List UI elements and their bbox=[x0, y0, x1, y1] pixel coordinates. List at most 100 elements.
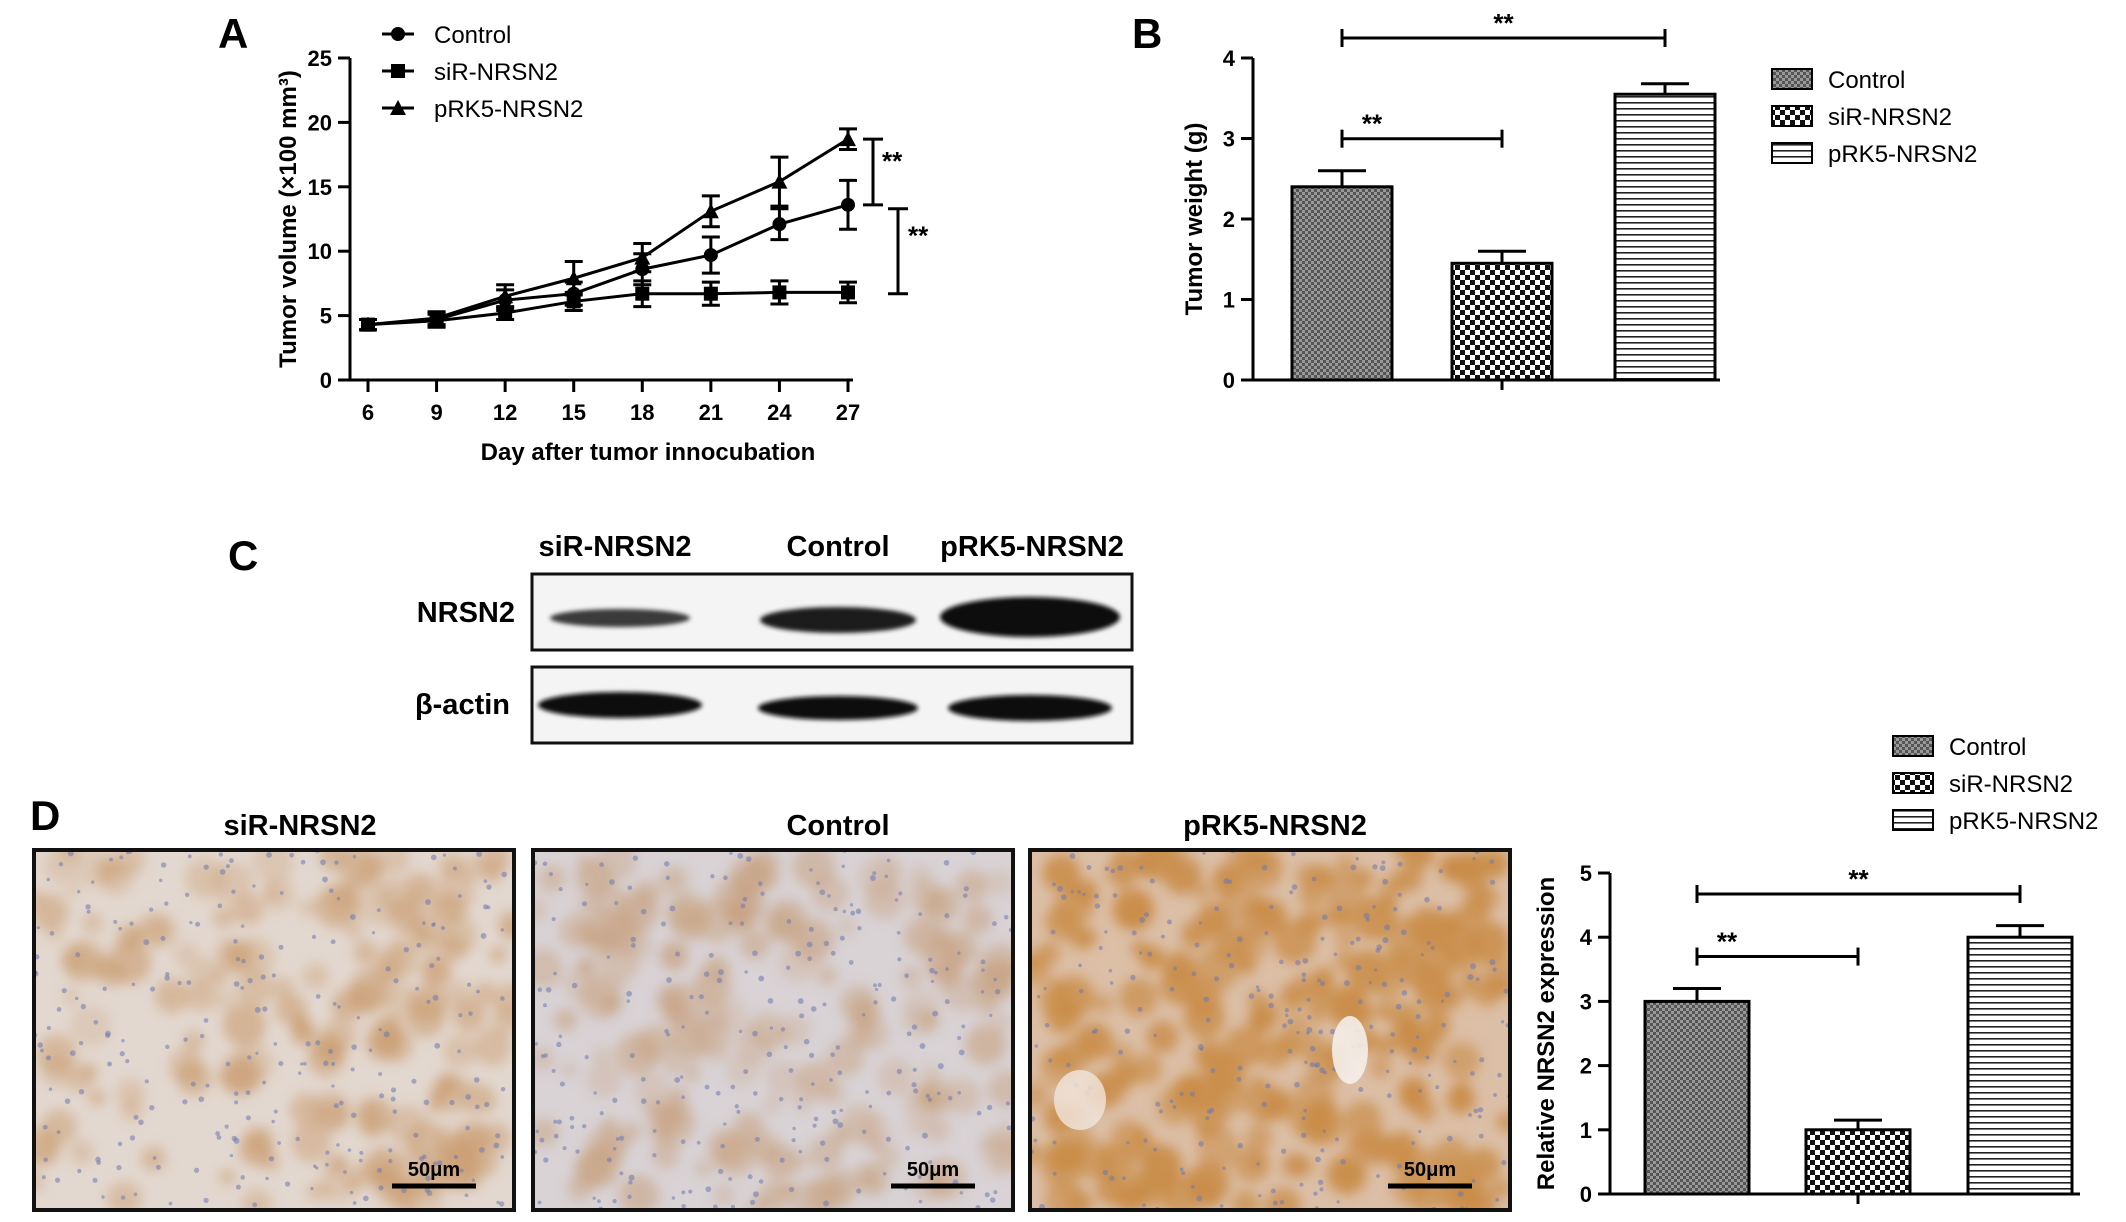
ihc-nucleus bbox=[203, 1197, 209, 1203]
ihc-nucleus bbox=[1295, 959, 1301, 966]
ihc-nucleus bbox=[164, 901, 169, 906]
ihc-nucleus bbox=[1397, 892, 1402, 897]
ihc-stain bbox=[43, 850, 78, 883]
y-tick-label: 3 bbox=[1580, 989, 1592, 1014]
ihc-stain bbox=[46, 925, 63, 942]
ihc-nucleus bbox=[1430, 946, 1435, 951]
ihc-nucleus bbox=[465, 1094, 472, 1100]
ihc-stain bbox=[216, 1064, 241, 1089]
ihc-nucleus bbox=[537, 1200, 542, 1205]
ihc-nucleus bbox=[912, 1067, 917, 1072]
ihc-nucleus bbox=[334, 860, 339, 865]
ihc-nucleus bbox=[385, 966, 391, 972]
ihc-nucleus bbox=[183, 1037, 188, 1042]
ihc-nucleus bbox=[1300, 1132, 1307, 1139]
ihc-nucleus bbox=[333, 1103, 339, 1109]
ihc-nucleus bbox=[873, 983, 877, 988]
ihc-nucleus bbox=[1034, 1044, 1038, 1048]
ihc-stain bbox=[1394, 863, 1423, 892]
ihc-stain bbox=[34, 1128, 60, 1166]
ihc-nucleus bbox=[543, 1053, 548, 1058]
ihc-nucleus bbox=[936, 1091, 941, 1096]
ihc-nucleus bbox=[671, 1196, 676, 1200]
ihc-nucleus bbox=[468, 1011, 473, 1016]
ihc-nucleus bbox=[80, 1003, 87, 1010]
ihc-nucleus bbox=[1139, 865, 1144, 870]
ihc-stain bbox=[1059, 1139, 1089, 1170]
ihc-nucleus bbox=[1368, 980, 1372, 985]
ihc-stain bbox=[876, 856, 903, 882]
ihc-nucleus bbox=[119, 1051, 125, 1057]
blot-row-label: β-actin bbox=[415, 689, 510, 721]
ihc-nucleus bbox=[1477, 1107, 1484, 1113]
ihc-nucleus bbox=[69, 1050, 76, 1056]
ihc-stain bbox=[1036, 941, 1060, 965]
ihc-nucleus bbox=[273, 1042, 278, 1046]
ihc-nucleus bbox=[832, 1118, 839, 1125]
ihc-nucleus bbox=[943, 859, 950, 866]
ihc-nucleus bbox=[734, 1104, 739, 1109]
ihc-nucleus bbox=[351, 1044, 357, 1050]
ihc-nucleus bbox=[305, 1041, 311, 1047]
ihc-nucleus bbox=[783, 1045, 788, 1050]
ihc-nucleus bbox=[160, 862, 167, 868]
ihc-nucleus bbox=[984, 1192, 990, 1198]
ihc-nucleus bbox=[1256, 1162, 1260, 1166]
data-point bbox=[390, 100, 406, 115]
ihc-nucleus bbox=[848, 960, 854, 965]
ihc-nucleus bbox=[43, 1157, 48, 1163]
data-point bbox=[634, 249, 651, 265]
ihc-stain bbox=[575, 920, 601, 946]
ihc-nucleus bbox=[534, 1042, 539, 1046]
ihc-nucleus bbox=[217, 903, 223, 909]
ihc-nucleus bbox=[426, 999, 431, 1004]
ihc-nucleus bbox=[606, 955, 611, 959]
ihc-nucleus bbox=[747, 1174, 753, 1180]
ihc-stain bbox=[1247, 1005, 1276, 1034]
ihc-nucleus bbox=[788, 1186, 795, 1193]
ihc-nucleus bbox=[225, 864, 230, 869]
ihc-nucleus bbox=[559, 1081, 565, 1087]
ihc-stain-layer bbox=[533, 850, 1013, 1210]
blot-band bbox=[940, 597, 1120, 637]
ihc-nucleus bbox=[1291, 851, 1296, 857]
ihc-stain bbox=[682, 1063, 701, 1083]
ihc-stain bbox=[1438, 985, 1463, 1010]
ihc-nucleus bbox=[795, 950, 802, 957]
ihc-nucleus bbox=[279, 891, 284, 895]
ihc-nucleus bbox=[896, 1068, 903, 1075]
ihc-stain bbox=[987, 1070, 1013, 1108]
ihc-nucleus bbox=[865, 1090, 869, 1094]
ihc-nucleus bbox=[837, 1070, 843, 1076]
ihc-stain bbox=[1375, 1001, 1395, 1021]
ihc-nucleus bbox=[1503, 988, 1509, 994]
ihc-stain bbox=[1146, 1020, 1179, 1054]
ihc-stain bbox=[1492, 1178, 1510, 1198]
ihc-stain bbox=[1231, 1190, 1261, 1210]
ihc-nucleus bbox=[1495, 1197, 1500, 1202]
ihc-nucleus bbox=[1179, 1167, 1184, 1172]
ihc-nucleus bbox=[350, 1112, 357, 1118]
ihc-nucleus bbox=[1294, 1081, 1300, 1088]
ihc-nucleus bbox=[1355, 856, 1359, 861]
ihc-nucleus bbox=[262, 1080, 267, 1085]
chart-d-relative-expression: 0 1 2 3 4 5 Relative NRSN2 expression ** ** Contr… bbox=[1533, 734, 2098, 1207]
ihc-nucleus bbox=[716, 977, 723, 984]
ihc-nucleus bbox=[632, 855, 638, 861]
ihc-nucleus bbox=[219, 868, 226, 875]
ihc-stain bbox=[747, 1197, 768, 1210]
ihc-nucleus bbox=[426, 1190, 433, 1196]
ihc-nucleus bbox=[337, 1005, 341, 1009]
ihc-nucleus bbox=[885, 1136, 891, 1142]
ihc-nucleus bbox=[1435, 1085, 1440, 1090]
ihc-nucleus bbox=[655, 1100, 661, 1105]
ihc-stain bbox=[1487, 853, 1510, 876]
data-point bbox=[497, 288, 514, 304]
ihc-nucleus bbox=[1118, 1049, 1124, 1055]
legend-label: Control bbox=[1949, 734, 2026, 761]
ihc-nucleus bbox=[698, 994, 704, 1000]
ihc-nucleus bbox=[273, 1109, 278, 1114]
ihc-stain bbox=[538, 864, 566, 893]
ihc-stain bbox=[965, 1024, 1007, 1066]
ihc-stain bbox=[64, 880, 81, 898]
